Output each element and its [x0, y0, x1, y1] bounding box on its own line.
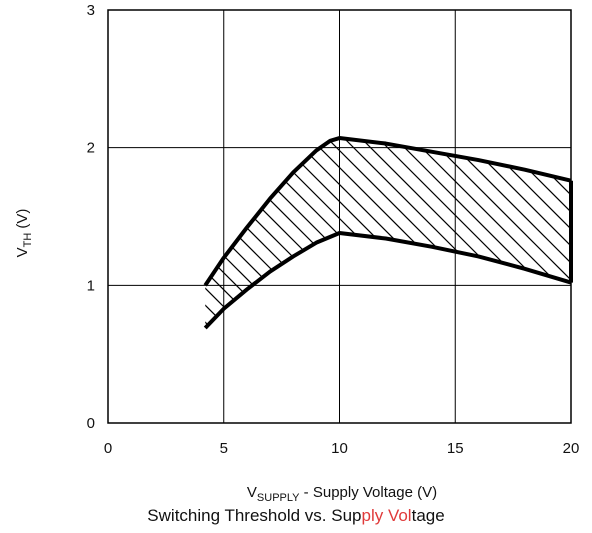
caption-part-3: ply Vol — [361, 506, 412, 525]
hatch-line-36 — [419, 138, 572, 329]
hatch-line-45 — [573, 10, 592, 423]
hatch-line-29 — [300, 138, 572, 329]
hatch-line-24 — [215, 138, 572, 329]
caption-part-1: Switching Threshold — [147, 506, 305, 525]
x-axis-label: VSUPPLY - Supply Voltage (V) — [247, 484, 437, 504]
hatch-line-30 — [317, 138, 572, 329]
hatch-line-1 — [205, 138, 239, 329]
hatch-line-4 — [205, 138, 290, 329]
hatch-line-20 — [205, 138, 562, 329]
y-tick-labels: 0 1 2 3 — [87, 2, 95, 432]
y-axis-label: VTH (V) — [14, 209, 34, 258]
hatch-line-31 — [334, 138, 572, 329]
hatch-line-42 — [521, 138, 572, 329]
hatch-line-5 — [205, 138, 307, 329]
hatch-line-12 — [205, 138, 426, 329]
curves — [203, 136, 573, 330]
hatch-line-2 — [205, 138, 256, 329]
hatch-line-13 — [205, 138, 443, 329]
hatch-line-0 — [205, 138, 222, 329]
hatch-line-9 — [205, 138, 375, 329]
x-tick-label-1: 5 — [220, 440, 228, 457]
lower-threshold-line — [203, 231, 572, 330]
x-tick-labels: 0 5 10 15 20 — [104, 440, 580, 457]
hatch-line-41 — [504, 138, 572, 329]
hatch-line-39 — [470, 138, 572, 329]
y-tick-label-2: 2 — [87, 140, 95, 157]
grid — [107, 9, 572, 424]
caption-part-2: vs. Sup — [304, 506, 362, 525]
hatch-line-7 — [205, 138, 341, 329]
hatch-line-19 — [205, 138, 545, 329]
hatch-line-35 — [402, 138, 572, 329]
upper-threshold-line — [203, 136, 572, 287]
hatch-line-3 — [205, 138, 273, 329]
x-tick-label-4: 20 — [563, 440, 580, 457]
chart-caption: Switching Threshold vs. Supply Voltage — [0, 506, 592, 526]
hatch-line-27 — [266, 138, 572, 329]
hatch-line-11 — [205, 138, 409, 329]
hatch-line-6 — [205, 138, 324, 329]
hatch-fill — [205, 10, 592, 423]
y-tick-label-0: 0 — [87, 415, 95, 432]
hatch-line-34 — [385, 138, 572, 329]
x-tick-label-2: 10 — [331, 440, 348, 457]
hatch-line-18 — [205, 138, 528, 329]
y-tick-label-1: 1 — [87, 277, 95, 294]
hatch-line-22 — [205, 138, 572, 329]
hatch-line-32 — [351, 138, 572, 329]
hatch-line-15 — [205, 138, 477, 329]
hatch-line-25 — [232, 138, 572, 329]
caption-part-4: tage — [411, 506, 445, 525]
hatch-line-37 — [436, 138, 572, 329]
hatch-line-10 — [205, 138, 392, 329]
hatch-line-43 — [538, 138, 572, 329]
hatch-line-16 — [205, 138, 494, 329]
x-tick-label-3: 15 — [447, 440, 464, 457]
y-tick-label-3: 3 — [87, 2, 95, 19]
hatch-line-40 — [487, 138, 572, 329]
x-tick-label-0: 0 — [104, 440, 112, 457]
hatch-line-44 — [555, 138, 572, 329]
hatch-line-26 — [249, 138, 572, 329]
hatch-line-23 — [205, 138, 572, 329]
hatch-line-21 — [205, 138, 572, 329]
hatch-line-17 — [205, 138, 511, 329]
hatch-line-28 — [283, 138, 572, 329]
